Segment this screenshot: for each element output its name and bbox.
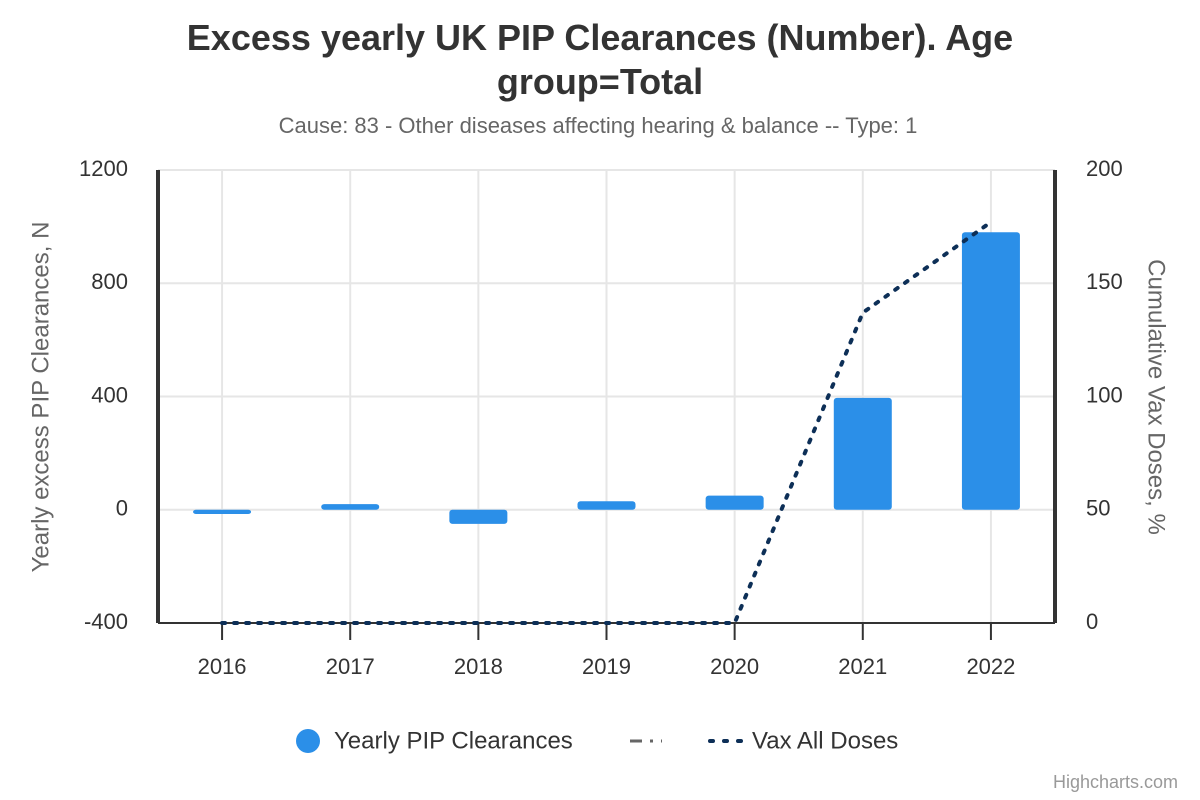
bar (577, 501, 636, 510)
y2-tick-label: 100 (1086, 382, 1123, 407)
x-tick-label: 2017 (326, 654, 375, 679)
x-tick-label: 2022 (966, 654, 1015, 679)
x-tick-label: 2016 (198, 654, 247, 679)
x-tick-label: 2021 (838, 654, 887, 679)
bar (705, 495, 764, 510)
y-tick-label: 0 (116, 496, 128, 521)
chart-subtitle: Cause: 83 - Other diseases affecting hea… (279, 113, 918, 138)
y-tick-label: 400 (91, 382, 128, 407)
legend-label: Vax All Doses (752, 727, 898, 754)
legend-symbol (296, 729, 320, 753)
y2-tick-label: 150 (1086, 269, 1123, 294)
x-tick-label: 2020 (710, 654, 759, 679)
y-tick-label: 800 (91, 269, 128, 294)
bar (321, 504, 380, 510)
bar (449, 509, 508, 524)
y-tick-label: 1200 (79, 156, 128, 181)
y2-tick-label: 200 (1086, 156, 1123, 181)
y2-tick-label: 50 (1086, 496, 1110, 521)
y2-axis-title: Cumulative Vax Doses, % (1143, 259, 1170, 535)
y2-tick-label: 0 (1086, 609, 1098, 634)
bar (193, 509, 252, 514)
y-axis-title: Yearly excess PIP Clearances, N (27, 222, 54, 573)
x-tick-label: 2018 (454, 654, 503, 679)
x-tick-label: 2019 (582, 654, 631, 679)
bar (833, 397, 892, 510)
line (220, 220, 993, 625)
credits: Highcharts.com (1053, 772, 1178, 792)
chart-title: Excess yearly UK PIP Clearances (Number)… (186, 17, 1014, 102)
bar (961, 232, 1020, 510)
y-tick-label: -400 (84, 609, 128, 634)
legend-label: Yearly PIP Clearances (334, 727, 573, 754)
